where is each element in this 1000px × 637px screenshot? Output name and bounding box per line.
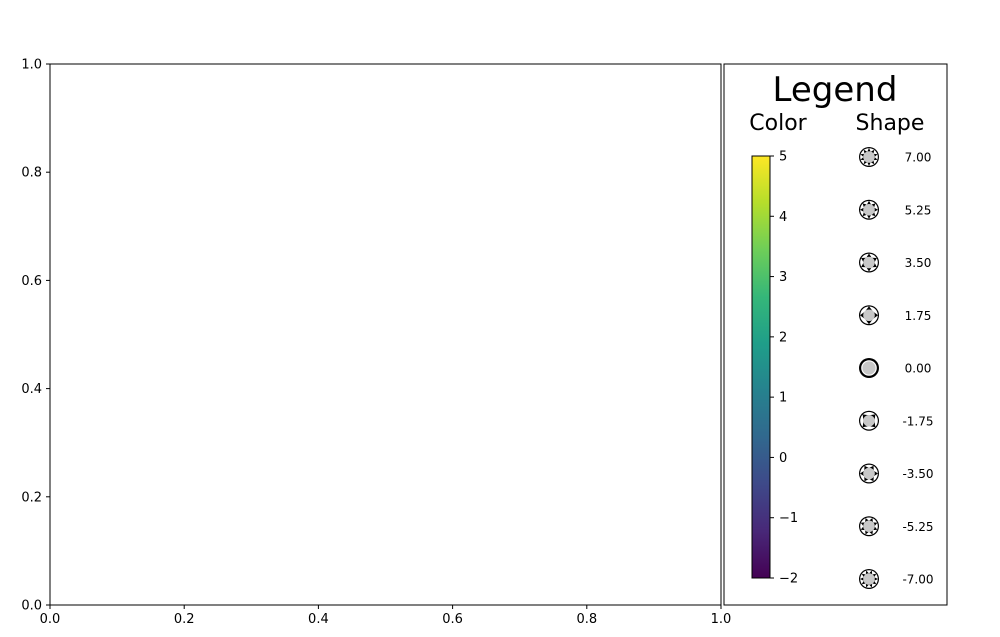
x-tick-label: 0.0 (40, 612, 61, 627)
x-tick-label: 0.2 (174, 612, 195, 627)
colorbar-tick-label: 4 (779, 210, 787, 225)
colorbar (751, 155, 771, 579)
y-tick-label: 0.0 (21, 599, 42, 614)
shape-marker (859, 252, 879, 273)
y-tick-label: 0.8 (21, 166, 42, 181)
x-tick-label: 0.6 (442, 612, 463, 627)
y-tick-label: 0.4 (21, 382, 42, 397)
shape-marker (859, 199, 879, 220)
shape-value-label: 5.25 (905, 203, 932, 217)
shape-value-label: 0.00 (905, 362, 932, 376)
colorbar-tick-label: 3 (779, 270, 787, 285)
shape-value-label: -5.25 (902, 520, 933, 534)
x-tick-label: 1.0 (711, 612, 732, 627)
shape-markers: 7.00 5.25 3.50 1.75 0.00 -1.75 -3.50 -5.25 -7.00 (859, 147, 934, 589)
legend-panel: Legend Color Shape −2 −1 0 1 2 3 4 5 7.00 5.25 3.… (723, 63, 948, 606)
colorbar-tick-label: 5 (779, 150, 787, 165)
shape-marker (859, 463, 879, 484)
y-tick-label: 0.2 (21, 490, 42, 505)
shape-value-label: 7.00 (905, 151, 932, 165)
shape-value-label: 3.50 (905, 256, 932, 270)
colorbar-tick-label: 2 (779, 330, 787, 345)
y-tick-label: 1.0 (21, 58, 42, 73)
shape-value-label: -7.00 (902, 573, 933, 587)
main-axes: 0.0 0.2 0.4 0.6 0.8 1.0 0.0 0.2 0.4 0.6 0.8 1.0 (21, 58, 731, 628)
colorbar-ticks: −2 −1 0 1 2 3 4 5 (770, 150, 798, 587)
shape-marker (859, 147, 879, 167)
legend-title: Legend (773, 70, 898, 110)
colorbar-tick-label: 0 (779, 451, 787, 466)
y-tick-label: 0.6 (21, 274, 42, 289)
shape-value-label: -3.50 (902, 467, 933, 481)
color-label: Color (749, 111, 807, 136)
shape-marker (859, 569, 879, 589)
x-axis-ticks: 0.0 0.2 0.4 0.6 0.8 1.0 (40, 605, 732, 627)
colorbar-tick-label: −2 (779, 572, 798, 587)
colorbar-tick-label: 1 (779, 391, 787, 406)
plot-frame (49, 63, 722, 606)
shape-marker (859, 516, 879, 537)
x-tick-label: 0.4 (308, 612, 329, 627)
colorbar-tick-label: −1 (779, 511, 798, 526)
shape-marker (859, 305, 879, 326)
shape-marker (859, 358, 879, 378)
x-tick-label: 0.8 (576, 612, 597, 627)
y-axis-ticks: 0.0 0.2 0.4 0.6 0.8 1.0 (21, 58, 50, 614)
shape-marker (859, 410, 879, 431)
shape-value-label: -1.75 (902, 414, 933, 428)
shape-value-label: 1.75 (905, 309, 932, 323)
shape-label: Shape (856, 111, 925, 136)
